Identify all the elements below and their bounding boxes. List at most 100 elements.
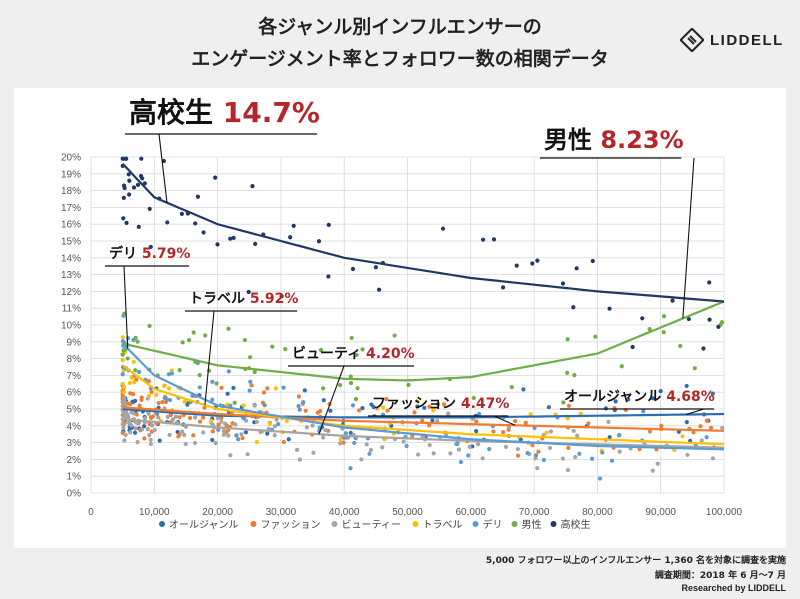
annotation-label: ファッション 4.47% (372, 396, 509, 412)
scatter-point (448, 451, 453, 456)
footer-note-survey: 5,000 フォロワー以上のインフルエンサー 1,360 名を対象に調査を実施 (485, 556, 786, 566)
scatter-point (354, 352, 359, 358)
annotation-leader (493, 415, 516, 426)
scatter-point (515, 446, 520, 452)
scatter-point (133, 335, 138, 340)
scatter-point (120, 335, 125, 340)
scatter-point (455, 441, 460, 447)
scatter-point (197, 419, 203, 424)
scatter-point (167, 432, 172, 438)
chart-title-line2: エンゲージメント率とフォロワー数の相関データ (191, 48, 609, 70)
annotation-label: 高校生 14.7% (129, 96, 320, 129)
y-tick-label: 14% (61, 253, 81, 264)
annotation-leader (204, 310, 215, 406)
scatter-point (125, 356, 130, 361)
scatter-point (685, 452, 690, 457)
scatter-point (128, 430, 133, 435)
scatter-point (273, 386, 278, 391)
scatter-point (315, 410, 321, 415)
scatter-point (678, 343, 683, 349)
scatter-point (471, 395, 476, 401)
scatter-point (165, 414, 170, 419)
scatter-point (650, 396, 655, 401)
scatter-point (384, 396, 389, 402)
scatter-point (375, 406, 380, 411)
scatter-point (441, 402, 447, 407)
scatter-point (574, 266, 579, 271)
scatter-point (586, 421, 591, 426)
scatter-point (302, 388, 307, 393)
scatter-point (296, 404, 301, 409)
scatter-point (348, 380, 354, 386)
scatter-point (241, 403, 246, 408)
x-tick-label: 90,000 (645, 507, 676, 518)
scatter-point (136, 224, 141, 229)
scatter-point (430, 418, 435, 423)
scatter-point (139, 427, 145, 432)
y-tick-label: 6% (67, 388, 82, 399)
scatter-point (122, 400, 127, 405)
scatter-point (337, 382, 343, 388)
scatter-point (521, 387, 526, 392)
annotation-value: 4.68% (666, 389, 715, 405)
scatter-point (515, 453, 521, 458)
scatter-point (686, 316, 691, 322)
scatter-point (126, 172, 131, 177)
scatter-point (120, 357, 125, 363)
scatter-point (121, 216, 126, 221)
scatter-point (561, 400, 566, 405)
scatter-point (350, 266, 356, 272)
x-tick-label: 10,000 (139, 507, 170, 518)
annotation-value: 14.7% (223, 96, 320, 129)
scatter-point (241, 416, 247, 421)
scatter-point (165, 220, 170, 225)
scatter-point (225, 391, 230, 396)
scatter-point (139, 156, 144, 161)
scatter-point (349, 335, 354, 341)
x-tick-label: 0 (88, 507, 94, 518)
scatter-point (162, 383, 167, 389)
scatter-point (215, 416, 220, 421)
scatter-point (226, 326, 231, 331)
scatter-point (577, 451, 582, 456)
scatter-point (565, 468, 571, 473)
scatter-point (440, 226, 446, 231)
annotation-genre: 男性 (544, 126, 600, 154)
legend-marker (472, 521, 479, 527)
annotation-leader (123, 265, 129, 349)
scatter-point (480, 237, 486, 242)
legend-marker (412, 521, 419, 527)
annotation-value: 5.92% (250, 291, 299, 307)
y-tick-label: 19% (61, 169, 81, 180)
scatter-point (252, 369, 257, 375)
scatter-point (121, 425, 126, 431)
scatter-point (120, 381, 125, 387)
scatter-point (148, 244, 153, 250)
scatter-point (509, 385, 514, 390)
y-tick-label: 13% (61, 270, 81, 281)
x-tick-label: 80,000 (582, 507, 613, 518)
scatter-point (491, 237, 497, 242)
scatter-point (150, 423, 155, 428)
x-tick-label: 40,000 (329, 507, 360, 518)
scatter-point (607, 435, 612, 440)
scatter-point (670, 298, 675, 303)
legend-marker (331, 521, 338, 527)
scatter-point (157, 438, 162, 443)
scatter-point (692, 366, 697, 371)
scatter-point (197, 373, 202, 378)
scatter-point (135, 339, 140, 344)
scatter-point (548, 429, 554, 434)
scatter-point (131, 411, 136, 416)
scatter-point (547, 445, 553, 451)
scatter-point (142, 436, 147, 441)
scatter-point (294, 447, 300, 452)
scatter-point (523, 420, 528, 425)
scatter-point (560, 456, 565, 461)
annotation-leader (682, 157, 695, 319)
scatter-point (376, 287, 382, 292)
trend-line (121, 342, 725, 451)
scatter-point (202, 405, 207, 410)
legend-label: トラベル (423, 519, 463, 531)
scatter-point (698, 424, 703, 429)
